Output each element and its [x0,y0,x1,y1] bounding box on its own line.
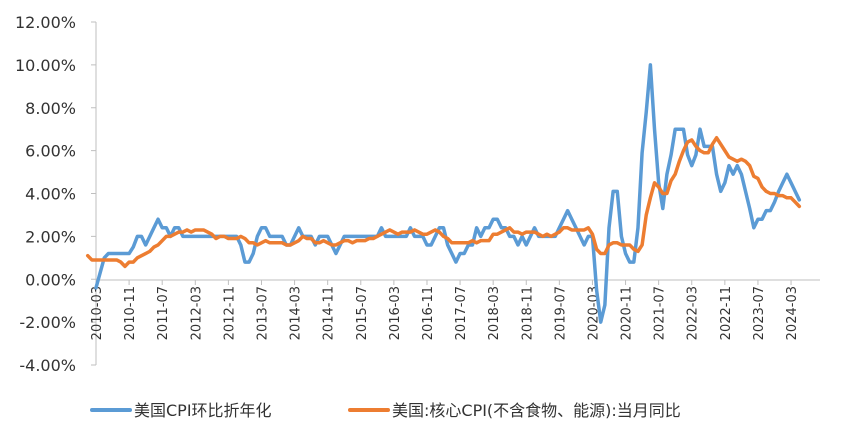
legend-label-1: 美国CPI环比折年化 [134,401,272,420]
y-tick-label: 2.00% [25,227,76,246]
x-tick-label: 2022-03 [686,286,701,340]
x-tick-label: 2014-11 [322,286,337,340]
x-tick-label: 2020-11 [620,286,635,340]
x-tick-label: 2012-03 [189,286,204,340]
y-tick-label: 10.00% [15,56,76,75]
x-tick-label: 2014-03 [289,286,304,340]
x-tick-label: 2015-07 [355,286,370,340]
series-line-2 [85,136,802,269]
x-tick-label: 2018-11 [520,286,535,340]
x-tick-label: 2024-03 [785,286,800,340]
x-tick-label: 2023-07 [752,286,767,340]
y-tick-label: 6.00% [25,142,76,161]
y-tick-label: 0.00% [25,270,76,289]
y-tick-label: -2.00% [19,313,76,332]
series-lines [85,63,802,324]
x-tick-label: 2019-07 [553,286,568,340]
x-tick-label: 2010-11 [123,286,138,340]
y-tick-label: -4.00% [19,356,76,375]
y-axis: 12.00% 10.00% 8.00% 6.00% 4.00% 2.00% 0.00% -2.… [15,13,97,375]
x-tick-label: 2016-03 [388,286,403,340]
x-tick-label: 2013-07 [255,286,270,340]
x-tick-label: 2010-03 [90,286,105,340]
y-tick-label: 4.00% [25,185,76,204]
x-tick-label: 2017-07 [454,286,469,340]
x-tick-label: 2016-11 [421,286,436,340]
legend: 美国CPI环比折年化 美国:核心CPI(不含食物、能源):当月同比 [90,401,681,420]
x-tick-label: 2022-11 [719,286,734,340]
y-tick-label: 12.00% [15,13,76,32]
x-tick-label: 2012-11 [222,286,237,340]
x-axis: 2010-03 2010-11 2011-07 2012-03 2012-11 2013-… [90,279,820,340]
x-tick-label: 2021-07 [653,286,668,340]
x-tick-label: 2011-07 [156,286,171,340]
y-tick-label: 8.00% [25,99,76,118]
x-tick-label: 2018-03 [487,286,502,340]
legend-label-2: 美国:核心CPI(不含食物、能源):当月同比 [392,401,681,420]
